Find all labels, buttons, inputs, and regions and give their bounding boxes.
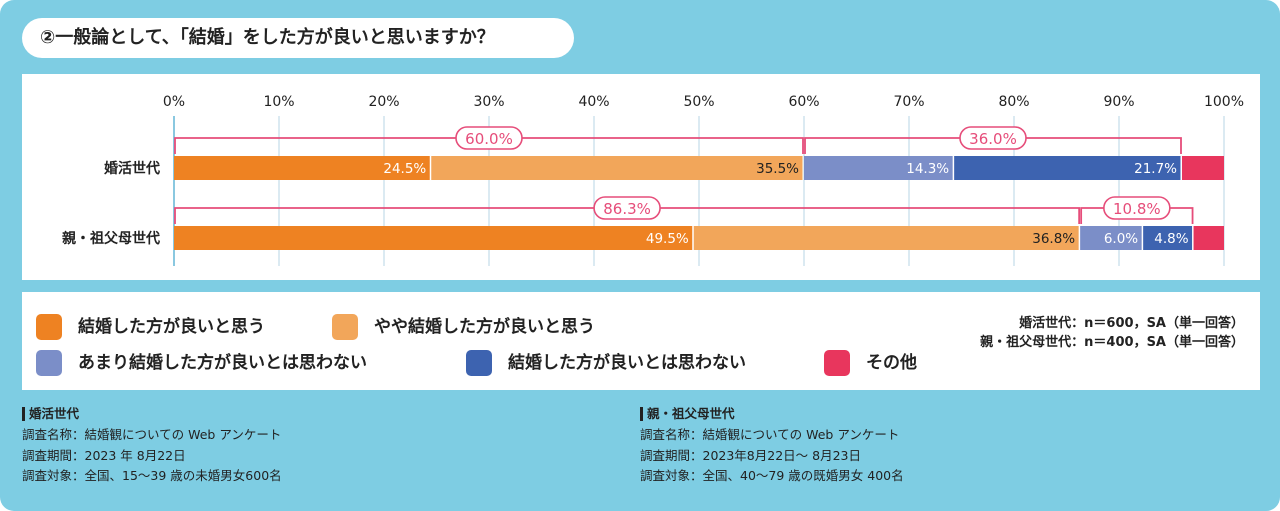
x-tick-label: 90% (1103, 94, 1134, 110)
data-label: 21.7% (1134, 161, 1177, 177)
x-tick-label: 40% (578, 94, 609, 110)
x-tick-label: 20% (368, 94, 399, 110)
bar-segment (431, 156, 803, 180)
source-heading: 親・祖父母世代 (640, 407, 904, 421)
legend-label: やや結婚した方が良いと思う (374, 317, 595, 337)
legend-swatch (36, 350, 62, 376)
category-label: 親・祖父母世代 (62, 230, 160, 247)
bracket-label: 10.8% (1113, 200, 1161, 218)
legend-label: その他 (866, 353, 917, 373)
bracket-pill (455, 126, 523, 150)
source-heading: 婚活世代 (22, 407, 282, 421)
data-label: 35.5% (756, 161, 799, 177)
legend-swatch (332, 314, 358, 340)
x-tick-label: 10% (263, 94, 294, 110)
x-tick-label: 80% (998, 94, 1029, 110)
bracket-label: 86.3% (603, 200, 651, 218)
bracket-label: 36.0% (969, 130, 1017, 148)
data-label: 49.5% (646, 231, 689, 247)
chart-panel: 0% 10% 20% 30% 40% 50% 60% 70% 80% 90% 100% 婚活世代 24.… (22, 74, 1260, 280)
bar-segment (174, 226, 693, 250)
legend-swatch (824, 350, 850, 376)
x-tick-label: 70% (893, 94, 924, 110)
bar-segment (1193, 226, 1224, 250)
data-label: 24.5% (383, 161, 426, 177)
bracket-pill (959, 126, 1027, 150)
bar-segment (954, 156, 1181, 180)
chart-title: ②一般論として、「結婚」をした方が良いと思いますか？ (22, 18, 574, 58)
category-label: 婚活世代 (104, 160, 160, 177)
legend-swatch (466, 350, 492, 376)
data-label: 14.3% (906, 161, 949, 177)
bar-segment (1143, 226, 1193, 250)
source-period: 調査期間：2023年8月22日～ 8月23日 (640, 447, 862, 463)
data-label: 36.8% (1032, 231, 1075, 247)
source-block-right: 親・祖父母世代 調査名称：結婚観についての Web アンケート 調査期間：202… (640, 404, 904, 487)
legend-label: 結婚した方が良いと思う (78, 317, 265, 337)
source-name: 調査名称：結婚観についての Web アンケート (640, 427, 900, 442)
legend-label: 結婚した方が良いとは思わない (508, 353, 746, 373)
source-block-left: 婚活世代 調査名称：結婚観についての Web アンケート 調査期間：2023 年… (22, 404, 282, 487)
stacked-bar-chart: 0% 10% 20% 30% 40% 50% 60% 70% 80% 90% 100% 婚活世代 24.… (62, 94, 1244, 266)
bar-segment (1182, 156, 1224, 180)
legend-panel: 結婚した方が良いと思う やや結婚した方が良いと思う あまり結婚した方が良いとは思… (22, 292, 1260, 390)
bar-segment (804, 156, 953, 180)
x-tick-label: 60% (788, 94, 819, 110)
legend-label: あまり結婚した方が良いとは思わない (78, 353, 367, 373)
source-target: 調査対象：全国、15～39 歳の未婚男女600名 (22, 468, 282, 483)
sample-note-2: 親・祖父母世代：n＝400，SA（単一回答） (980, 335, 1244, 350)
source-name: 調査名称：結婚観についての Web アンケート (22, 427, 282, 442)
data-label: 4.8% (1154, 231, 1188, 247)
data-label: 6.0% (1104, 231, 1138, 247)
bar-segment (693, 226, 1079, 250)
source-target: 調査対象：全国、40～79 歳の既婚男女 400名 (640, 468, 904, 483)
source-period: 調査期間：2023 年 8月22日 (22, 447, 186, 463)
legend-swatch (36, 314, 62, 340)
bar-segment (174, 156, 430, 180)
bracket-label: 60.0% (465, 130, 513, 148)
bar-segment (1080, 226, 1142, 250)
x-tick-label: 100% (1204, 94, 1244, 110)
x-tick-label: 0% (163, 94, 185, 110)
bracket-pill (1103, 196, 1171, 220)
x-tick-label: 50% (683, 94, 714, 110)
sample-note-1: 婚活世代：n＝600，SA（単一回答） (1019, 316, 1244, 331)
bracket-pill (593, 196, 661, 220)
x-tick-label: 30% (473, 94, 504, 110)
